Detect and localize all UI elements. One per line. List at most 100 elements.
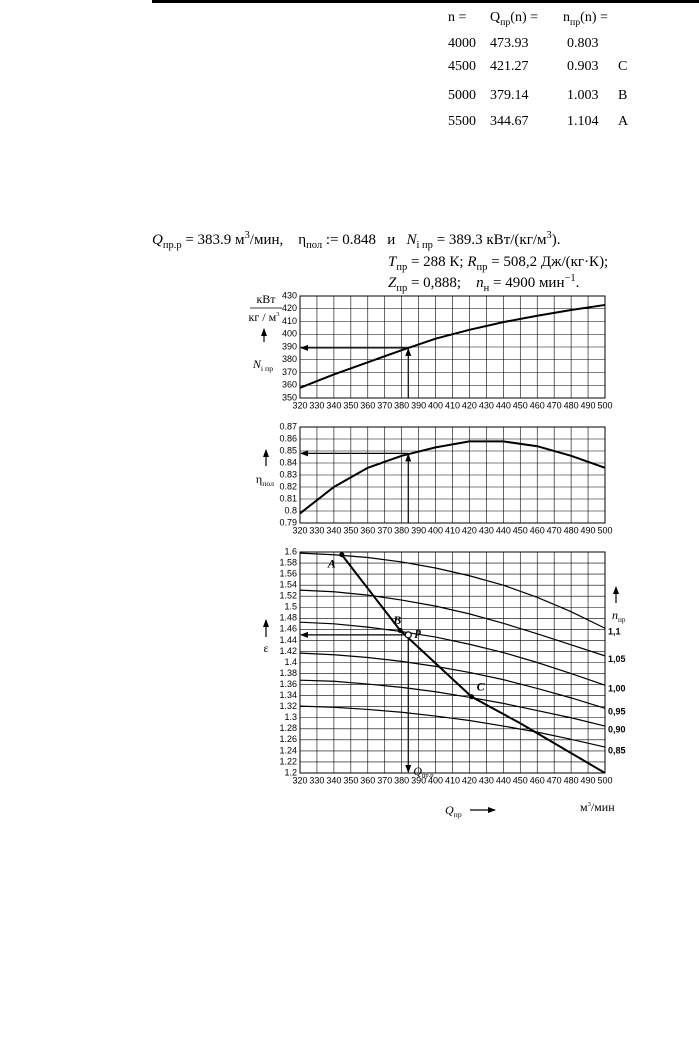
reference-point: [404, 631, 412, 639]
point-label: C: [477, 680, 486, 694]
table-header-cell: Qпр(n) =: [490, 10, 538, 28]
x-tick-label: 490: [581, 525, 596, 535]
x-unit: м3/мин: [580, 800, 615, 814]
text-segment: N: [252, 357, 262, 371]
y-tick-label: 0.8: [284, 505, 297, 515]
table-header-cell: nпр(n) =: [563, 10, 608, 28]
formula-line: Qпр.р = 383.9 м3/мин, ηпол := 0.848 и Ni…: [152, 230, 561, 251]
table-cell: 379.14: [490, 88, 529, 103]
y-tick-label: 0.87: [279, 421, 297, 431]
operating-line: [341, 554, 606, 774]
x-tick-label: 360: [360, 775, 375, 785]
text-segment: = 0,888;: [407, 275, 477, 291]
y-tick-label: 1.52: [279, 591, 297, 601]
text-segment: пр: [454, 810, 462, 819]
text-segment: := 0.848 и: [322, 232, 407, 248]
line-series: [299, 705, 606, 748]
text-segment: пр.р: [422, 772, 434, 779]
table-cell: 0.803: [567, 36, 599, 51]
y-tick-label: 370: [282, 367, 297, 377]
y-tick-label: 1.54: [279, 580, 297, 590]
x-tick-label: 430: [479, 525, 494, 535]
y-tick-label: 1.56: [279, 568, 297, 578]
plot-frame: [299, 551, 606, 774]
x-tick-label: 390: [411, 400, 426, 410]
y-tick-label: 1.22: [279, 756, 297, 766]
y-tick-label: 0.84: [279, 457, 297, 467]
y-tick-label: 360: [282, 380, 297, 390]
top-rule: [152, 0, 699, 3]
y-tick-label: 1.24: [279, 745, 297, 755]
text-segment: пол: [306, 240, 323, 251]
x-axis-label: Qпр: [445, 803, 462, 820]
series-label: 0,85: [608, 745, 626, 755]
series-label: 1,1: [608, 627, 621, 637]
x-tick-label: 490: [581, 400, 596, 410]
point-label: A: [327, 557, 336, 571]
text-segment: −1: [564, 273, 576, 284]
x-tick-label: 480: [564, 400, 579, 410]
x-tick-label: 340: [326, 775, 341, 785]
text-segment: i пр: [416, 240, 433, 251]
text-segment: ε: [263, 641, 268, 655]
text-segment: R: [467, 254, 477, 270]
legend-title: nпр: [612, 608, 626, 624]
y-tick-label: 430: [282, 290, 297, 300]
text-segment: Q: [152, 232, 163, 248]
y-tick-label: 1.26: [279, 734, 297, 744]
table-cell: 0.903: [567, 59, 599, 74]
y-tick-label: 1.34: [279, 690, 297, 700]
x-tick-label: 410: [445, 400, 460, 410]
x-tick-label: 400: [428, 525, 443, 535]
text-segment: = 389.3 кВт/(кг/м: [432, 232, 547, 248]
x-tick-label: 500: [597, 400, 612, 410]
x-tick-label: 430: [479, 400, 494, 410]
y-tick-label: 0.79: [279, 517, 297, 527]
text-segment: n: [563, 10, 570, 25]
y-axis-label: ε: [263, 641, 268, 655]
x-tick-label: 470: [547, 775, 562, 785]
y-tick-label: 400: [282, 329, 297, 339]
x-tick-label: 320: [292, 775, 307, 785]
y-tick-label: 350: [282, 392, 297, 402]
text-segment: н: [483, 283, 490, 294]
table-cell: 473.93: [490, 36, 529, 51]
x-tick-label: 340: [326, 400, 341, 410]
text-segment: пр: [396, 262, 408, 273]
text-segment: 3: [546, 230, 552, 241]
x-tick-label: 430: [479, 775, 494, 785]
text-segment: Z: [388, 275, 397, 291]
y-tick-label: 1.5: [284, 602, 297, 612]
x-tick-label: 440: [496, 525, 511, 535]
y-tick-label: 0.82: [279, 481, 297, 491]
text-segment: пр: [618, 616, 626, 624]
y-tick-label: 1.48: [279, 613, 297, 623]
operating-point: [339, 552, 345, 558]
table-cell: 1.003: [567, 88, 599, 103]
line-series: [299, 652, 606, 709]
formula-line: Zпр = 0,888; nн = 4900 мин−1.: [388, 273, 579, 294]
x-tick-label: 440: [496, 775, 511, 785]
x-tick-label: 460: [530, 525, 545, 535]
x-tick-label: 410: [445, 775, 460, 785]
text-segment: пр: [500, 16, 511, 28]
y-axis-label: ηпол: [256, 472, 274, 489]
text-segment: = 4900 мин: [489, 275, 565, 291]
x-tick-label: 450: [513, 525, 528, 535]
table-cell: A: [618, 114, 629, 129]
series-label: 0,90: [608, 724, 626, 734]
y-tick-label: 1.36: [279, 679, 297, 689]
x-tick-label: 490: [581, 775, 596, 785]
table-cell: B: [618, 88, 628, 103]
table-cell: C: [618, 59, 628, 74]
text-segment: пол: [262, 479, 274, 488]
text-segment: пр: [570, 16, 581, 28]
y-tick-label: 380: [282, 354, 297, 364]
x-tick-label: 460: [530, 775, 545, 785]
x-tick-label: 370: [377, 400, 392, 410]
y-tick-label: 1.58: [279, 557, 297, 567]
x-tick-label: 480: [564, 525, 579, 535]
text-segment: n =: [448, 10, 467, 25]
x-tick-label: 360: [360, 525, 375, 535]
x-tick-label: 390: [411, 525, 426, 535]
